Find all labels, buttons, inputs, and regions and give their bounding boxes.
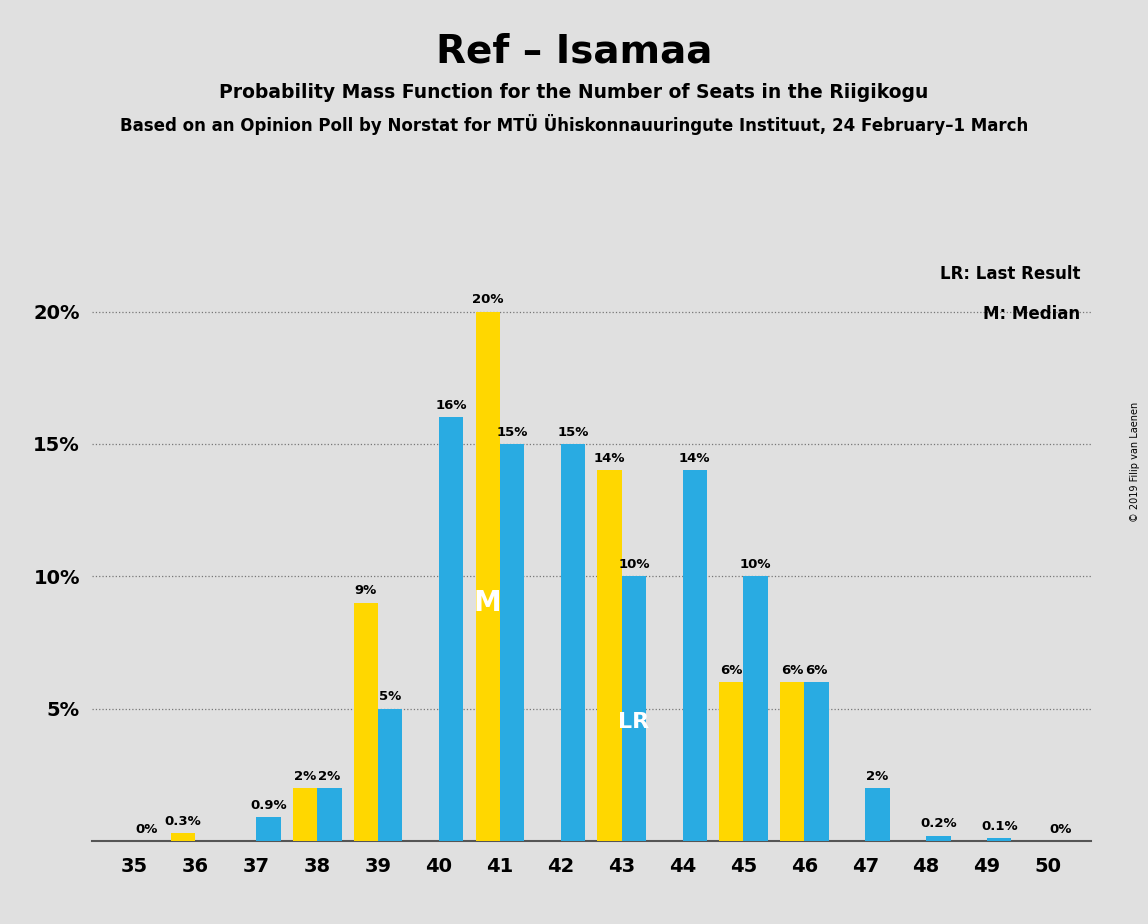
Bar bbox=[439, 418, 464, 841]
Text: 14%: 14% bbox=[678, 452, 711, 465]
Text: 14%: 14% bbox=[594, 452, 626, 465]
Text: 10%: 10% bbox=[618, 558, 650, 571]
Bar bbox=[256, 817, 280, 841]
Bar bbox=[719, 682, 744, 841]
Bar bbox=[744, 577, 768, 841]
Text: Probability Mass Function for the Number of Seats in the Riigikogu: Probability Mass Function for the Number… bbox=[219, 83, 929, 103]
Text: 15%: 15% bbox=[496, 426, 528, 439]
Text: 5%: 5% bbox=[379, 690, 402, 703]
Bar bbox=[171, 833, 195, 841]
Bar bbox=[866, 788, 890, 841]
Bar bbox=[622, 577, 646, 841]
Bar bbox=[475, 311, 499, 841]
Bar bbox=[378, 709, 403, 841]
Bar bbox=[926, 835, 951, 841]
Text: Based on an Opinion Poll by Norstat for MTÜ Ühiskonnauuringute Instituut, 24 Feb: Based on an Opinion Poll by Norstat for … bbox=[119, 114, 1029, 135]
Text: 0.9%: 0.9% bbox=[250, 798, 287, 812]
Text: LR: Last Result: LR: Last Result bbox=[940, 264, 1080, 283]
Text: 6%: 6% bbox=[806, 663, 828, 676]
Text: M: Median: M: Median bbox=[984, 305, 1080, 323]
Text: 2%: 2% bbox=[318, 770, 341, 783]
Text: 9%: 9% bbox=[355, 584, 377, 598]
Text: 6%: 6% bbox=[781, 663, 804, 676]
Text: 10%: 10% bbox=[740, 558, 771, 571]
Bar bbox=[987, 838, 1011, 841]
Bar bbox=[683, 470, 707, 841]
Bar bbox=[354, 602, 378, 841]
Bar bbox=[597, 470, 622, 841]
Bar bbox=[293, 788, 317, 841]
Text: 0%: 0% bbox=[1049, 822, 1071, 835]
Text: Ref – Isamaa: Ref – Isamaa bbox=[436, 32, 712, 70]
Text: 0.2%: 0.2% bbox=[920, 817, 956, 831]
Text: 20%: 20% bbox=[472, 293, 504, 307]
Text: 15%: 15% bbox=[557, 426, 589, 439]
Text: 2%: 2% bbox=[867, 770, 889, 783]
Text: 16%: 16% bbox=[435, 399, 467, 412]
Text: 0%: 0% bbox=[135, 822, 157, 835]
Bar bbox=[779, 682, 805, 841]
Bar bbox=[805, 682, 829, 841]
Text: 6%: 6% bbox=[720, 663, 743, 676]
Bar bbox=[499, 444, 525, 841]
Text: M: M bbox=[474, 589, 502, 616]
Text: © 2019 Filip van Laenen: © 2019 Filip van Laenen bbox=[1130, 402, 1140, 522]
Text: 0.1%: 0.1% bbox=[980, 820, 1017, 833]
Text: 0.3%: 0.3% bbox=[165, 815, 202, 828]
Bar bbox=[317, 788, 342, 841]
Text: 2%: 2% bbox=[294, 770, 316, 783]
Bar bbox=[560, 444, 585, 841]
Text: LR: LR bbox=[619, 711, 650, 732]
